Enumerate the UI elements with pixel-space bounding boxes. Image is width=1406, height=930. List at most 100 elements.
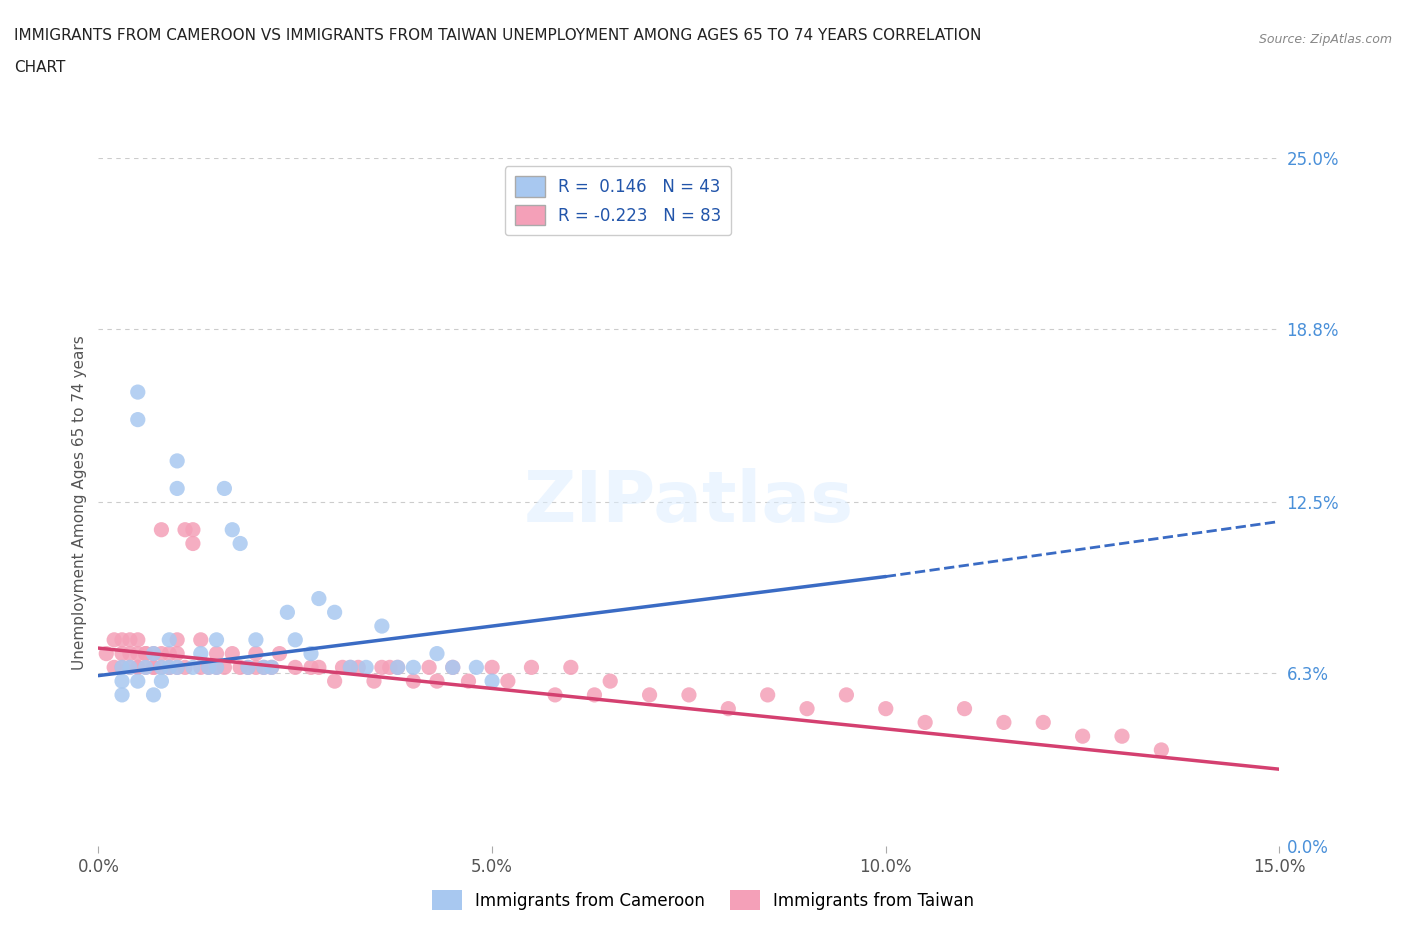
Point (354, 660, 377, 675)
Point (544, 687, 567, 702)
Point (214, 660, 236, 675)
Point (236, 660, 259, 675)
Point (993, 715, 1015, 730)
Point (127, 646, 149, 661)
Point (245, 632, 267, 647)
Point (387, 660, 409, 675)
Point (717, 701, 740, 716)
Point (253, 660, 276, 675)
Point (157, 646, 180, 661)
Point (166, 646, 188, 661)
Point (142, 646, 165, 661)
Point (299, 660, 322, 675)
Point (205, 660, 228, 675)
Point (157, 632, 180, 647)
Point (127, 660, 149, 675)
Point (205, 660, 228, 675)
Point (118, 632, 141, 647)
Point (135, 660, 157, 675)
Point (118, 646, 141, 661)
Point (174, 660, 197, 675)
Point (1111, 729, 1133, 744)
Point (111, 632, 134, 647)
Point (953, 701, 976, 716)
Point (142, 687, 165, 702)
Point (323, 604, 346, 619)
Point (308, 660, 330, 675)
Point (339, 660, 361, 675)
Point (166, 481, 188, 496)
Point (308, 591, 330, 606)
Point (299, 646, 322, 661)
Point (796, 701, 818, 716)
Point (190, 632, 212, 647)
Point (1071, 729, 1094, 744)
Point (190, 646, 212, 661)
Point (835, 687, 858, 702)
Point (245, 646, 267, 661)
Point (276, 604, 298, 619)
Point (103, 632, 125, 647)
Point (127, 412, 149, 427)
Point (402, 660, 425, 675)
Point (426, 673, 449, 688)
Point (197, 660, 219, 675)
Point (96, 646, 118, 661)
Point (1150, 742, 1173, 757)
Point (205, 646, 228, 661)
Point (441, 660, 464, 675)
Point (205, 632, 228, 647)
Point (253, 660, 276, 675)
Point (157, 660, 180, 675)
Point (214, 481, 236, 496)
Point (229, 660, 252, 675)
Text: IMMIGRANTS FROM CAMEROON VS IMMIGRANTS FROM TAIWAN UNEMPLOYMENT AMONG AGES 65 TO: IMMIGRANTS FROM CAMEROON VS IMMIGRANTS F… (14, 28, 981, 43)
Point (150, 523, 173, 538)
Point (245, 660, 267, 675)
Point (150, 660, 173, 675)
Point (166, 660, 188, 675)
Point (135, 646, 157, 661)
Point (127, 660, 149, 675)
Point (756, 687, 779, 702)
Point (236, 660, 259, 675)
Point (118, 660, 141, 675)
Point (181, 660, 204, 675)
Point (166, 632, 188, 647)
Point (142, 660, 165, 675)
Point (332, 660, 354, 675)
Point (284, 632, 307, 647)
Point (103, 660, 125, 675)
Point (150, 646, 173, 661)
Point (221, 646, 243, 661)
Point (418, 660, 440, 675)
Point (678, 687, 700, 702)
Point (875, 701, 897, 716)
Point (111, 660, 134, 675)
Point (371, 660, 394, 675)
Point (150, 673, 173, 688)
Point (111, 646, 134, 661)
Point (339, 660, 361, 675)
Point (127, 385, 149, 400)
Point (157, 660, 180, 675)
Point (914, 715, 936, 730)
Point (560, 660, 582, 675)
Point (465, 660, 488, 675)
Point (166, 454, 188, 469)
Point (481, 673, 503, 688)
Point (221, 523, 243, 538)
Point (127, 673, 149, 688)
Point (118, 660, 141, 675)
Point (260, 660, 283, 675)
Text: Source: ZipAtlas.com: Source: ZipAtlas.com (1258, 33, 1392, 46)
Point (111, 673, 134, 688)
Point (387, 660, 409, 675)
Point (426, 646, 449, 661)
Point (441, 660, 464, 675)
Y-axis label: Unemployment Among Ages 65 to 74 years: Unemployment Among Ages 65 to 74 years (72, 335, 87, 670)
Point (111, 687, 134, 702)
Text: CHART: CHART (14, 60, 66, 75)
Point (269, 646, 291, 661)
Point (496, 673, 519, 688)
